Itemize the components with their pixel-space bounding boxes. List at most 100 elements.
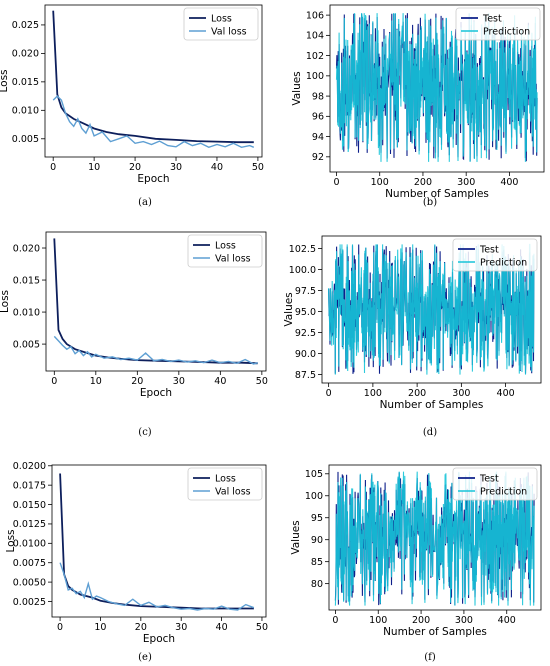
x-tick-label: 20	[129, 162, 141, 173]
y-tick-label: 0.0175	[13, 480, 46, 491]
chart-panel-1: 0 10 20 30 40 50 0.005 0.010 0.015 0.020 0.025 Epoc…	[0, 4, 264, 208]
legend-box	[455, 7, 541, 41]
legend-label: Prediction	[480, 487, 527, 498]
legend: Test Prediction	[452, 467, 538, 501]
x-tick-label: 0	[50, 162, 56, 173]
y-tick-label: 100	[305, 491, 323, 502]
y-tick-label: 0.020	[12, 49, 39, 60]
y-tick-label: 0.010	[12, 106, 39, 117]
legend-label: Loss	[215, 241, 236, 252]
y-tick-label: 0.0050	[13, 577, 46, 588]
x-tick-label: 100	[371, 177, 389, 188]
x-tick-label: 0	[332, 615, 338, 626]
plot-area	[328, 243, 535, 375]
plot-area	[335, 13, 538, 162]
legend: Test Prediction	[455, 7, 541, 41]
y-tick-label: 0.0075	[13, 558, 46, 569]
x-tick-label: 400	[500, 177, 518, 188]
legend-label: Prediction	[480, 258, 527, 269]
x-tick-label: 40	[211, 162, 223, 173]
x-tick-label: 200	[408, 388, 426, 399]
x-tick-label: 200	[414, 177, 432, 188]
y-tick-label: 106	[306, 10, 324, 21]
y-tick-label: 100	[306, 71, 324, 82]
y-tick-label: 90.0	[295, 349, 316, 360]
y-axis-label: Loss	[0, 69, 10, 92]
y-tick-label: 100.0	[289, 265, 316, 276]
x-tick-label: 10	[88, 162, 100, 173]
y-tick-label: 92	[312, 152, 324, 163]
y-tick-label: 104	[306, 31, 324, 42]
x-tick-label: 300	[457, 177, 475, 188]
legend-box	[452, 467, 538, 501]
x-tick-label: 100	[364, 388, 382, 399]
chart-panel-2: 0 100 200 300 400 92 94 96 98 100 102 104 106 Number …	[291, 4, 545, 208]
x-tick-label: 40	[216, 622, 228, 633]
x-tick-label: 50	[256, 376, 268, 387]
y-tick-label: 105	[305, 469, 323, 480]
x-tick-label: 300	[455, 615, 473, 626]
x-tick-label: 0	[57, 622, 63, 633]
x-tick-label: 0	[326, 388, 332, 399]
legend-label: Test	[479, 474, 499, 485]
y-tick-label: 0.0200	[13, 461, 46, 472]
series-line-prediction	[335, 13, 538, 162]
series-line-loss	[52, 10, 254, 144]
panel-caption: (c)	[138, 427, 152, 438]
x-axis-label: Epoch	[137, 173, 169, 185]
y-tick-label: 90	[311, 535, 323, 546]
legend: Loss Val loss	[183, 7, 259, 41]
legend-box	[452, 238, 538, 272]
y-tick-label: 97.5	[295, 286, 316, 297]
y-tick-label: 0.0150	[13, 500, 46, 511]
y-tick-label: 0.025	[12, 20, 39, 31]
chart-panel-4: 0 100 200 300 400 87.5 90.0 92.5 95.0 97.5 100.0 10…	[283, 235, 542, 438]
legend-label: Loss	[211, 14, 232, 25]
panel-caption: (a)	[138, 197, 152, 208]
x-tick-label: 0	[333, 177, 339, 188]
x-tick-label: 300	[452, 388, 470, 399]
plot-area	[52, 10, 255, 149]
x-axis-label: Number of Samples	[383, 626, 487, 638]
legend-box	[187, 234, 263, 268]
y-axis-label: Loss	[5, 529, 17, 552]
legend-label: Val loss	[211, 27, 247, 38]
legend-label: Loss	[215, 474, 236, 485]
x-tick-label: 20	[131, 376, 143, 387]
x-tick-label: 0	[51, 376, 57, 387]
x-tick-label: 30	[175, 622, 187, 633]
y-tick-label: 95.0	[295, 307, 316, 318]
plot-area	[59, 473, 255, 611]
chart-panel-5: 0 10 20 30 40 50 0.0025 0.0050 0.0075 0.0100 0.012…	[5, 461, 268, 663]
y-tick-label: 96	[312, 112, 324, 123]
x-tick-label: 50	[252, 162, 264, 173]
x-tick-label: 400	[497, 388, 515, 399]
plot-area	[334, 471, 535, 606]
y-tick-label: 94	[312, 132, 324, 143]
y-tick-label: 0.0125	[13, 519, 46, 530]
x-tick-label: 40	[214, 376, 226, 387]
legend: Loss Val loss	[187, 234, 263, 268]
y-tick-label: 0.015	[13, 275, 40, 286]
y-tick-label: 0.010	[13, 307, 40, 318]
x-tick-label: 10	[90, 376, 102, 387]
legend-label: Test	[479, 245, 499, 256]
y-tick-label: 85	[311, 557, 323, 568]
panel-caption: (d)	[423, 427, 437, 438]
panel-caption: (e)	[138, 652, 152, 663]
y-tick-label: 92.5	[295, 328, 316, 339]
legend-label: Val loss	[215, 254, 251, 265]
x-tick-label: 400	[498, 615, 516, 626]
y-tick-label: 0.005	[13, 339, 40, 350]
x-axis-label: Number of Samples	[380, 399, 484, 411]
legend-box	[183, 7, 259, 41]
x-tick-label: 200	[412, 615, 430, 626]
y-tick-label: 0.0025	[13, 597, 46, 608]
series-line-prediction	[334, 471, 535, 606]
legend-label: Test	[482, 14, 502, 25]
y-axis-label: Loss	[0, 290, 11, 313]
legend-label: Prediction	[483, 27, 530, 38]
x-tick-label: 20	[135, 622, 147, 633]
y-tick-label: 87.5	[295, 370, 316, 381]
